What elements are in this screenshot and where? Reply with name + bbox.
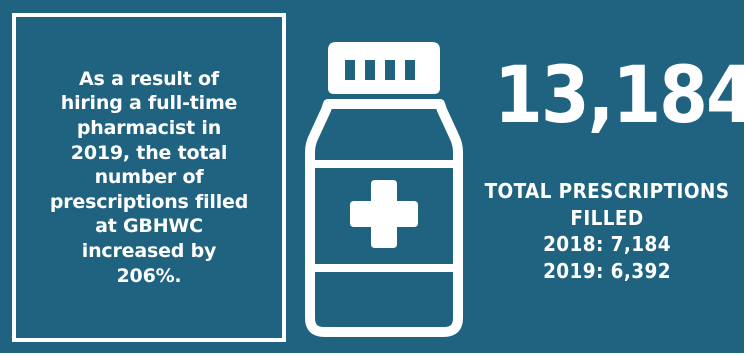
bottle-body [305,99,463,337]
bottle-cap [328,42,440,94]
prescriptions-stats: TOTAL PRESCRIPTIONS FILLED 2018: 7,184 2… [472,178,742,284]
summary-note-box: As a result of hiring a full-time pharma… [12,13,286,342]
total-prescriptions-number: 13,184 [494,51,746,141]
year-2019-count: 2019: 6,392 [543,258,671,283]
medicine-bottle-icon [305,42,463,337]
medical-cross-icon [350,180,418,248]
cap-ridge [365,60,375,80]
year-2018-count: 2018: 7,184 [543,232,671,256]
total-label-line1: TOTAL PRESCRIPTIONS [484,179,730,203]
cap-ridge [405,60,415,80]
cap-ridge [385,60,395,80]
summary-note-text: As a result of hiring a full-time pharma… [49,67,249,287]
cap-ridge [345,60,355,80]
total-label-line2: FILLED [570,205,644,230]
